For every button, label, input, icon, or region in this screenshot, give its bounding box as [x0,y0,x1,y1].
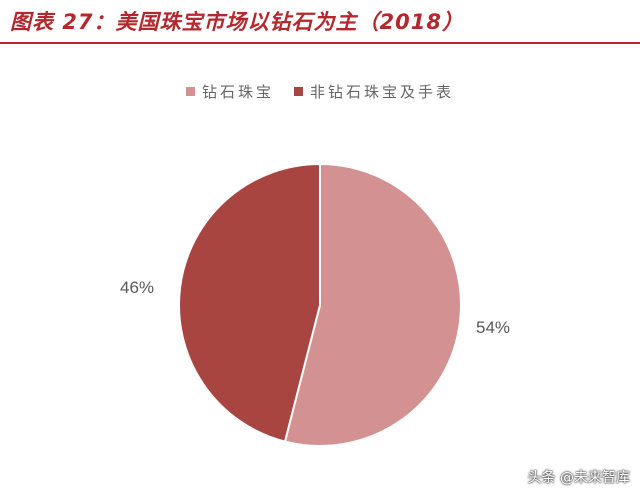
chart-legend: 钻石珠宝 非钻石珠宝及手表 [0,81,640,102]
legend-item-diamond: 钻石珠宝 [185,81,274,102]
legend-swatch-diamond [185,87,195,96]
legend-label-non-diamond: 非钻石珠宝及手表 [310,83,455,101]
title-divider [0,42,640,44]
legend-label-diamond: 钻石珠宝 [201,83,274,101]
watermark: 头条 @未来智库 [527,470,630,486]
figure-title: 图表 27：美国珠宝市场以钻石为主（2018） [10,10,464,34]
pie-slice-diamond [283,162,462,447]
legend-swatch-non-diamond [294,87,303,96]
data-label-non-diamond: 46% [120,278,155,297]
pie-slice-non-diamond [178,162,321,443]
legend-item-non-diamond: 非钻石珠宝及手表 [294,81,454,102]
data-label-diamond: 54% [476,318,511,337]
